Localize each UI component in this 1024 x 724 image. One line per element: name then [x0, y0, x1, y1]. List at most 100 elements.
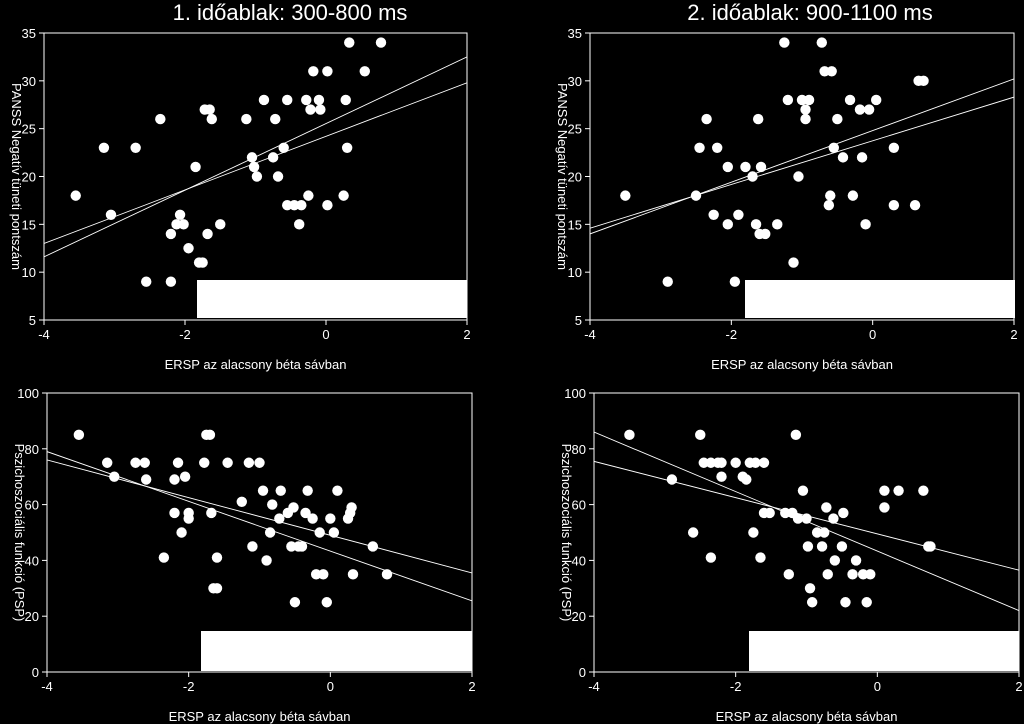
data-point	[729, 276, 741, 287]
data-point	[772, 219, 783, 230]
data-point	[816, 541, 828, 552]
y-axis-label: PANSS Negatív tüneti pontszám	[555, 83, 570, 270]
x-tick-label: -4	[38, 327, 50, 342]
data-point	[822, 569, 833, 580]
data-point	[740, 161, 751, 173]
data-point	[179, 471, 191, 482]
data-point	[695, 429, 706, 441]
data-point	[313, 94, 325, 106]
data-point	[828, 513, 839, 524]
y-axis-label: Pszichoszociális funkció (PSP)	[12, 444, 27, 622]
data-point	[215, 219, 226, 230]
data-point	[314, 527, 325, 538]
data-point	[797, 485, 809, 496]
data-point	[779, 37, 790, 48]
x-tick-label: -4	[584, 327, 596, 342]
data-point	[748, 527, 759, 538]
data-point	[130, 142, 141, 153]
legend-box	[197, 280, 467, 318]
data-point	[741, 474, 752, 485]
y-tick-label: 80	[572, 442, 586, 457]
y-tick-label: 10	[568, 265, 582, 280]
y-axis-label: Pszichoszociális funkció (PSP)	[559, 444, 574, 622]
x-tick-label: -4	[41, 679, 53, 694]
y-tick-label: 30	[568, 74, 582, 89]
x-tick-label: 2	[463, 327, 470, 342]
data-point	[863, 104, 875, 115]
data-point	[909, 200, 921, 211]
y-tick-label: 5	[29, 313, 36, 328]
y-axis-label: PANSS Negatív tüneti pontszám	[9, 83, 24, 270]
y-tick-label: 60	[572, 498, 586, 513]
data-point	[202, 228, 213, 240]
data-point	[282, 94, 293, 106]
data-point	[701, 113, 712, 125]
data-point	[801, 513, 812, 524]
data-point	[847, 569, 858, 580]
data-point	[102, 457, 113, 468]
data-point	[264, 527, 276, 538]
data-point	[174, 209, 186, 220]
data-point	[302, 485, 313, 496]
data-point	[288, 502, 299, 513]
data-point	[806, 597, 818, 608]
data-point	[888, 142, 900, 153]
y-tick-label: 80	[25, 442, 39, 457]
data-point	[289, 597, 301, 608]
x-tick-label: -2	[179, 327, 191, 342]
data-point	[274, 513, 285, 524]
data-point	[893, 485, 904, 496]
data-point	[341, 142, 353, 153]
plot-frame	[593, 392, 1020, 673]
y-tick-label: 5	[575, 313, 582, 328]
data-point	[819, 527, 830, 538]
data-point	[321, 597, 332, 608]
data-point	[344, 37, 355, 48]
data-point	[821, 502, 832, 513]
data-point	[246, 152, 258, 163]
data-point	[248, 161, 260, 173]
y-tick-label: 15	[22, 217, 36, 232]
y-tick-label: 35	[22, 26, 36, 41]
data-point	[258, 94, 270, 106]
data-point	[752, 113, 764, 125]
data-point	[169, 507, 180, 519]
data-point	[222, 457, 233, 468]
data-point	[267, 499, 278, 510]
data-point	[296, 541, 308, 552]
data-point	[322, 200, 333, 211]
x-axis-label: ERSP az alacsony béta sávban	[165, 357, 347, 372]
data-point	[211, 552, 223, 563]
y-tick-label: 0	[579, 665, 586, 680]
y-tick-label: 20	[572, 609, 586, 624]
data-point	[838, 507, 849, 519]
data-point	[758, 457, 770, 468]
data-point	[109, 471, 120, 482]
data-point	[918, 75, 929, 87]
data-point	[206, 507, 217, 519]
data-point	[141, 276, 152, 287]
x-tick-label: -2	[183, 679, 195, 694]
data-point	[816, 37, 827, 48]
fit-line	[590, 78, 1014, 235]
data-point	[804, 583, 816, 594]
data-point	[832, 113, 843, 125]
data-point	[158, 552, 170, 563]
data-point	[165, 276, 177, 287]
y-tick-label: 0	[32, 665, 39, 680]
y-tick-label: 30	[22, 74, 36, 89]
data-point	[694, 142, 705, 153]
data-point	[760, 228, 771, 240]
data-point	[254, 457, 265, 468]
y-tick-label: 40	[25, 553, 39, 568]
data-point	[190, 161, 201, 173]
data-point	[888, 200, 900, 211]
x-tick-label: 0	[874, 679, 881, 694]
x-tick-label: 0	[869, 327, 876, 342]
data-point	[747, 171, 758, 182]
data-point	[98, 142, 110, 153]
y-tick-label: 10	[22, 265, 36, 280]
y-tick-label: 40	[572, 553, 586, 568]
